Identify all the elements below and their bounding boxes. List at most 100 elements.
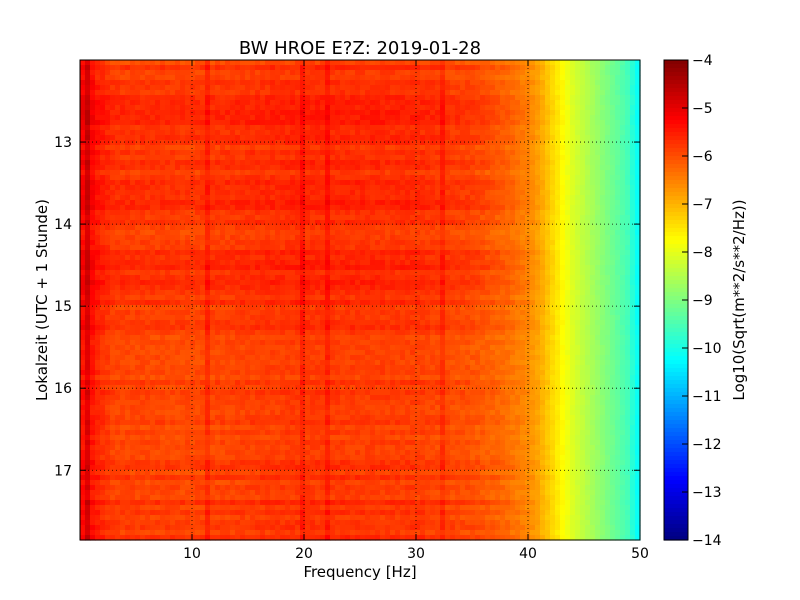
heatmap-cell: [270, 150, 276, 156]
heatmap-cell: [260, 200, 266, 206]
heatmap-cell: [465, 80, 471, 86]
heatmap-cell: [220, 270, 226, 276]
heatmap-cell: [190, 195, 196, 201]
heatmap-cell: [230, 250, 236, 256]
heatmap-cell: [375, 155, 381, 161]
heatmap-cell: [295, 110, 301, 116]
heatmap-cell: [310, 240, 316, 246]
heatmap-cell: [260, 105, 266, 111]
heatmap-cell: [280, 225, 286, 231]
heatmap-cell: [405, 230, 411, 236]
heatmap-cell: [150, 230, 156, 236]
heatmap-cell: [525, 265, 531, 271]
heatmap-cell: [305, 150, 311, 156]
heatmap-cell: [130, 245, 136, 251]
heatmap-cell: [560, 110, 566, 116]
heatmap-cell: [535, 170, 541, 176]
heatmap-cell: [565, 65, 571, 71]
heatmap-cell: [175, 60, 181, 66]
heatmap-cell: [240, 190, 246, 196]
heatmap-cell: [300, 195, 306, 201]
heatmap-cell: [190, 70, 196, 76]
heatmap-cell: [415, 70, 421, 76]
heatmap-cell: [565, 235, 571, 241]
heatmap-cell: [310, 75, 316, 81]
heatmap-cell: [265, 230, 271, 236]
heatmap-cell: [230, 180, 236, 186]
heatmap-cell: [555, 115, 561, 121]
heatmap-cell: [260, 150, 266, 156]
heatmap-cell: [635, 145, 641, 151]
heatmap-cell: [245, 75, 251, 81]
heatmap-cell: [460, 105, 466, 111]
heatmap-cell: [435, 210, 441, 216]
heatmap-cell: [125, 255, 131, 261]
heatmap-cell: [565, 205, 571, 211]
heatmap-cell: [125, 125, 131, 131]
heatmap-cell: [470, 225, 476, 231]
heatmap-cell: [235, 125, 241, 131]
heatmap-cell: [310, 115, 316, 121]
heatmap-cell: [595, 165, 601, 171]
heatmap-cell: [325, 85, 331, 91]
heatmap-cell: [105, 235, 111, 241]
heatmap-cell: [310, 175, 316, 181]
heatmap-cell: [140, 220, 146, 226]
heatmap-cell: [325, 250, 331, 256]
heatmap-cell: [400, 115, 406, 121]
heatmap-cell: [290, 200, 296, 206]
heatmap-cell: [580, 90, 586, 96]
heatmap-cell: [100, 170, 106, 176]
heatmap-cell: [435, 135, 441, 141]
heatmap-cell: [155, 190, 161, 196]
heatmap-cell: [140, 120, 146, 126]
heatmap-cell: [355, 275, 361, 281]
heatmap-cell: [585, 240, 591, 246]
heatmap-cell: [145, 130, 151, 136]
heatmap-cell: [200, 150, 206, 156]
heatmap-cell: [370, 265, 376, 271]
heatmap-cell: [120, 90, 126, 96]
heatmap-cell: [290, 195, 296, 201]
heatmap-cell: [205, 225, 211, 231]
heatmap-cell: [150, 90, 156, 96]
heatmap-cell: [265, 170, 271, 176]
heatmap-cell: [465, 90, 471, 96]
heatmap-cell: [270, 280, 276, 286]
heatmap-cell: [230, 90, 236, 96]
heatmap-cell: [605, 90, 611, 96]
heatmap-cell: [625, 90, 631, 96]
heatmap-cell: [280, 130, 286, 136]
heatmap-cell: [120, 170, 126, 176]
heatmap-cell: [595, 170, 601, 176]
heatmap-cell: [215, 195, 221, 201]
heatmap-cell: [545, 105, 551, 111]
heatmap-cell: [110, 60, 116, 66]
heatmap-cell: [555, 205, 561, 211]
heatmap-cell: [540, 75, 546, 81]
heatmap-cell: [160, 190, 166, 196]
heatmap-cell: [165, 250, 171, 256]
heatmap-cell: [185, 85, 191, 91]
heatmap-cell: [620, 70, 626, 76]
heatmap-cell: [180, 165, 186, 171]
heatmap-cell: [525, 275, 531, 281]
heatmap-cell: [420, 100, 426, 106]
heatmap-cell: [370, 215, 376, 221]
heatmap-cell: [565, 105, 571, 111]
heatmap-cell: [430, 245, 436, 251]
heatmap-cell: [320, 75, 326, 81]
heatmap-cell: [105, 215, 111, 221]
heatmap-cell: [120, 185, 126, 191]
heatmap-cell: [170, 65, 176, 71]
heatmap-cell: [155, 65, 161, 71]
heatmap-cell: [365, 105, 371, 111]
heatmap-cell: [110, 265, 116, 271]
heatmap-cell: [345, 130, 351, 136]
heatmap-cell: [575, 75, 581, 81]
heatmap-cell: [275, 130, 281, 136]
heatmap-cell: [205, 220, 211, 226]
heatmap-cell: [610, 150, 616, 156]
heatmap-cell: [420, 125, 426, 131]
heatmap-cell: [140, 175, 146, 181]
